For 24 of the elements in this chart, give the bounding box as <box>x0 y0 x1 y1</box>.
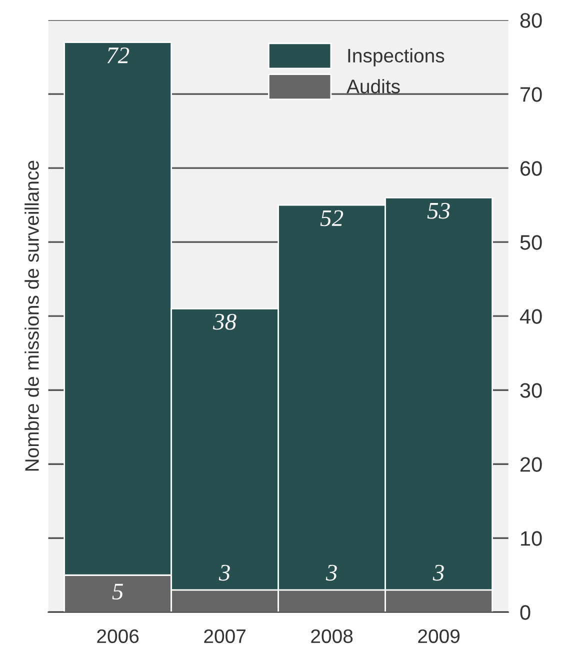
x-tick-label: 2006 <box>97 629 139 644</box>
x-tick-label: 2007 <box>204 629 246 644</box>
y-axis-title: Nombre de missions de surveillance <box>24 160 39 471</box>
data-label: 5 <box>112 584 124 600</box>
data-label: 72 <box>107 47 130 64</box>
x-tick-label: 2008 <box>311 629 353 644</box>
y-tick-label: 80 <box>520 13 542 28</box>
y-tick-label: 20 <box>520 457 542 472</box>
data-label: 52 <box>320 210 344 226</box>
data-label: 3 <box>432 564 444 581</box>
y-tick-label: 70 <box>520 87 542 102</box>
y-tick-label: 30 <box>520 383 542 398</box>
legend-label: Audits <box>346 79 400 94</box>
y-tick-label: 60 <box>520 161 542 176</box>
data-label: 53 <box>427 202 450 219</box>
legend-label: Inspections <box>348 48 444 66</box>
data-label: 3 <box>326 564 337 581</box>
y-tick-label: 0 <box>520 605 530 620</box>
data-label: 3 <box>218 564 230 581</box>
data-label: 38 <box>212 314 236 330</box>
y-tick-label: 50 <box>520 235 542 250</box>
y-tick-label: 40 <box>520 309 542 324</box>
y-tick-label: 10 <box>521 531 542 546</box>
x-tick-label: 2009 <box>418 629 460 644</box>
